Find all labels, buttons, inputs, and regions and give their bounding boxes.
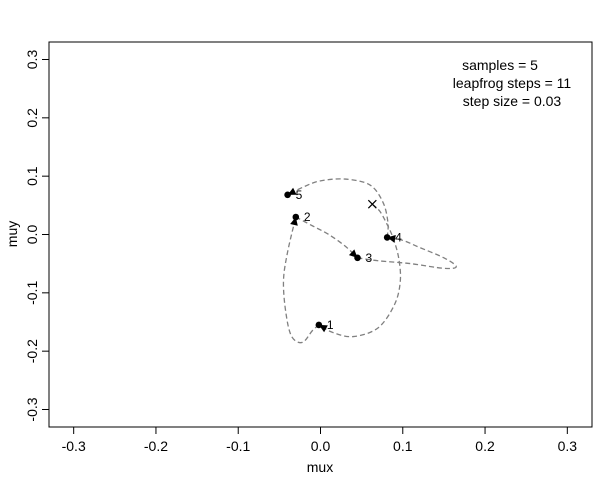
sample-point	[354, 254, 361, 262]
trajectory-line	[295, 216, 358, 259]
sample-point	[383, 234, 391, 241]
sample-point	[284, 191, 291, 199]
y-axis: -0.3 -0.2 -0.1 0.0 0.1 0.2 0.3	[24, 50, 49, 422]
sample-point-label: 1	[327, 318, 334, 332]
trajectory-line	[357, 236, 457, 270]
y-tick-label: -0.2	[24, 339, 40, 363]
annotation-block: samples = 5 leapfrog steps = 11 step siz…	[453, 57, 572, 109]
sample-point-label: 5	[296, 188, 303, 202]
y-tick-label: 0.3	[24, 50, 40, 70]
trajectory-line	[282, 216, 320, 344]
y-tick-label: -0.1	[24, 281, 40, 305]
sample-point-label: 3	[366, 251, 373, 265]
annotation-samples: samples = 5	[462, 57, 538, 73]
sample-point-label: 4	[395, 230, 402, 244]
x-tick-label: -0.1	[226, 438, 250, 454]
x-tick-label: 0.1	[393, 438, 413, 454]
x-tick-label: 0.3	[558, 438, 578, 454]
x-tick-label: 0.2	[475, 438, 495, 454]
trajectories	[282, 178, 457, 344]
sample-point	[315, 321, 323, 329]
y-tick-label: 0.0	[24, 225, 40, 245]
x-axis: -0.3 -0.2 -0.1 0.0 0.1 0.2 0.3	[62, 427, 578, 454]
x-tick-label: -0.2	[144, 438, 168, 454]
x-tick-label: -0.3	[62, 438, 86, 454]
x-axis-title: mux	[307, 459, 333, 475]
annotation-leapfrog-steps: leapfrog steps = 11	[453, 75, 572, 91]
y-axis-title: muy	[4, 221, 20, 247]
sample-points: 1 2 3 4 5	[284, 188, 402, 332]
y-tick-label: -0.3	[24, 397, 40, 421]
sample-point	[292, 213, 300, 221]
y-tick-label: 0.1	[24, 166, 40, 186]
annotation-step-size: step size = 0.03	[463, 93, 562, 109]
trajectory-line	[318, 203, 402, 338]
y-tick-label: 0.2	[24, 108, 40, 128]
start-marker	[367, 199, 377, 209]
x-tick-label: 0.0	[311, 438, 331, 454]
sample-point-label: 2	[304, 210, 311, 224]
trajectory-line	[287, 178, 389, 238]
